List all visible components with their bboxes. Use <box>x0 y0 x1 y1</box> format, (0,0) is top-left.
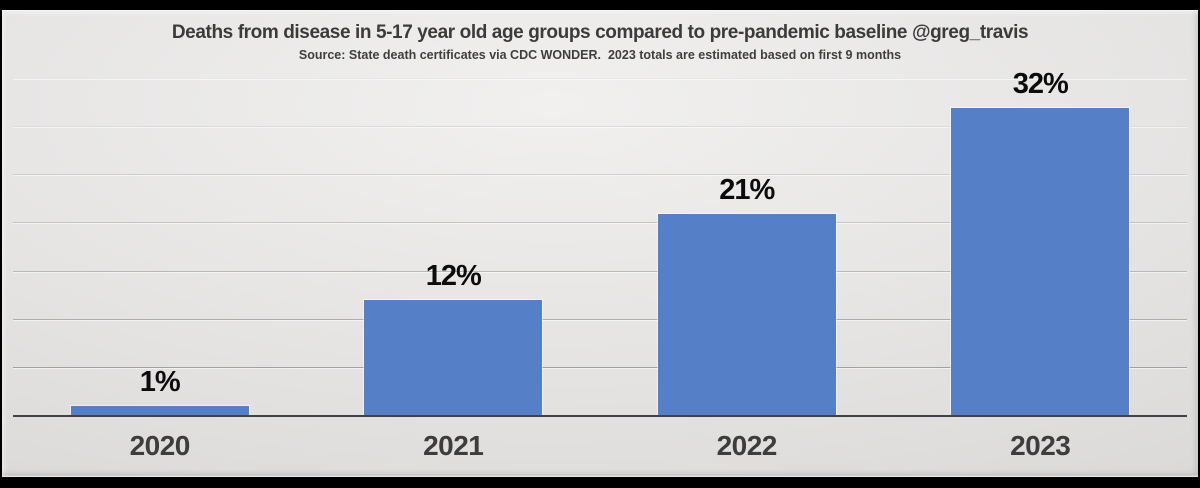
gridline-25pct <box>13 174 1187 176</box>
x-axis-line <box>13 415 1187 417</box>
bar-2022 <box>657 213 836 416</box>
x-axis-label-2021: 2021 <box>423 430 484 461</box>
gridline-35pct <box>13 78 1187 79</box>
plot-area: 1% 12% 21% 32% 2020 2021 2022 2023 <box>13 69 1188 460</box>
bar-value-label-2020: 1% <box>139 366 181 399</box>
x-axis-label-2023: 2023 <box>1010 430 1071 461</box>
bar-column-2023: 32% <box>894 69 1188 416</box>
gridline-10pct <box>13 318 1187 320</box>
gridline-30pct <box>13 126 1187 128</box>
gridline-20pct <box>13 222 1187 224</box>
bar-column-2022: 21% <box>600 79 894 416</box>
bar-value-label-2023: 32% <box>1012 67 1069 100</box>
chart-title: Deaths from disease in 5-17 year old age… <box>171 22 1029 43</box>
bar-2021 <box>364 300 543 416</box>
gridline-15pct <box>13 270 1187 272</box>
bar-column-2020: 1% <box>13 79 307 416</box>
bar-2023 <box>951 107 1130 416</box>
bar-column-2021: 12% <box>307 79 601 416</box>
x-axis-labels: 2020 2021 2022 2023 <box>13 416 1187 476</box>
x-axis-label-2020: 2020 <box>129 430 191 461</box>
bar-value-label-2022: 21% <box>719 173 775 206</box>
chart-subtitle: Source: State death certificates via CDC… <box>298 48 902 62</box>
bar-value-label-2021: 12% <box>425 260 482 293</box>
bar-2020 <box>70 406 249 416</box>
bars-row: 1% 12% 21% 32% <box>13 69 1188 416</box>
x-axis-label-2022: 2022 <box>716 430 778 461</box>
gridline-5pct <box>13 366 1187 368</box>
chart-frame: Deaths from disease in 5-17 year old age… <box>2 10 1198 477</box>
